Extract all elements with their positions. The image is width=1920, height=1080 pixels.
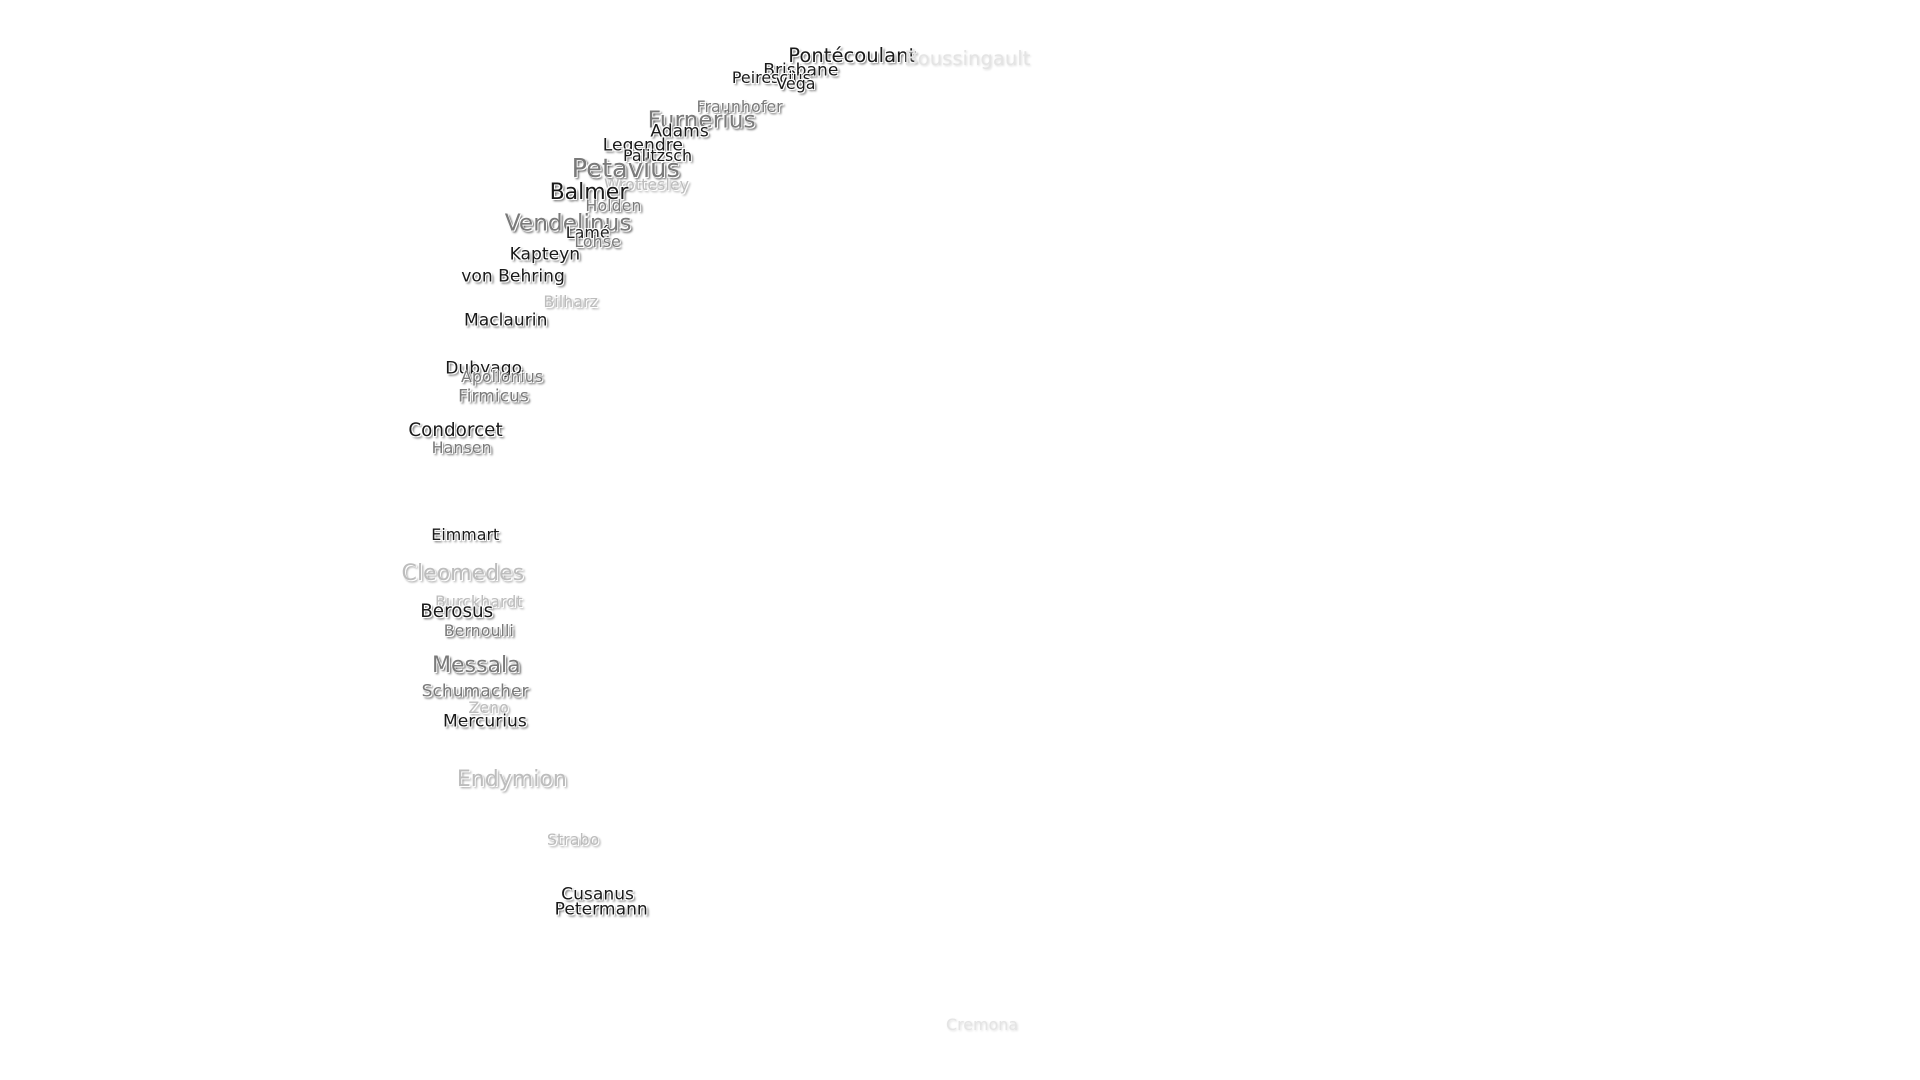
crater-label: Endymion: [456, 766, 567, 792]
crater-label: Lamé: [565, 222, 610, 242]
crater-label: Maclaurin: [463, 310, 548, 331]
crater-label: Legendre: [602, 135, 683, 156]
crater-label: Pontécoulant: [788, 44, 917, 68]
crater-label: Berosus: [420, 601, 494, 623]
crater-label: Peirescius: [731, 68, 811, 88]
crater-label: Wrottesley: [603, 174, 690, 194]
crater-label: Firmicus: [458, 386, 529, 407]
crater-label: Furnerius: [647, 106, 756, 134]
crater-label: Messala: [431, 653, 521, 679]
crater-label: Palitzsch: [622, 145, 693, 165]
crater-label: Burckhardt: [434, 592, 523, 612]
crater-label: Zeno: [468, 697, 509, 717]
crater-label: Holden: [585, 195, 642, 215]
crater-label: Balmer: [549, 180, 629, 206]
crater-label: Condorcet: [408, 419, 503, 441]
crater-label: von Behring: [461, 266, 565, 287]
crater-label: Apollonius: [460, 367, 544, 387]
crater-label: Cleomedes: [401, 561, 525, 587]
crater-label: Brisbane: [763, 60, 839, 81]
crater-label: Cremona: [945, 1014, 1019, 1034]
crater-label: Bilharz: [543, 292, 598, 312]
crater-label: Lohse: [574, 232, 621, 252]
crater-label: Adams: [650, 121, 709, 142]
crater-label: Petavius: [571, 154, 680, 185]
crater-label: Hansen: [431, 438, 492, 458]
crater-label: Dubyago: [445, 357, 523, 378]
crater-label: Cusanus: [561, 884, 634, 905]
crater-label: Schumacher: [421, 681, 529, 702]
crater-label: Petermann: [554, 899, 648, 920]
crater-label: Vendelinus: [504, 209, 632, 237]
crater-label: Bernoulli: [443, 620, 514, 640]
crater-label: Fraunhofer: [696, 96, 783, 116]
crater-label: Kapteyn: [509, 244, 581, 265]
crater-label: Boussingault: [904, 46, 1031, 70]
crater-label: Eimmart: [431, 525, 500, 545]
crater-label: Strabo: [546, 830, 600, 850]
crater-label: Vega: [776, 74, 816, 94]
crater-label: Mercurius: [442, 711, 527, 732]
